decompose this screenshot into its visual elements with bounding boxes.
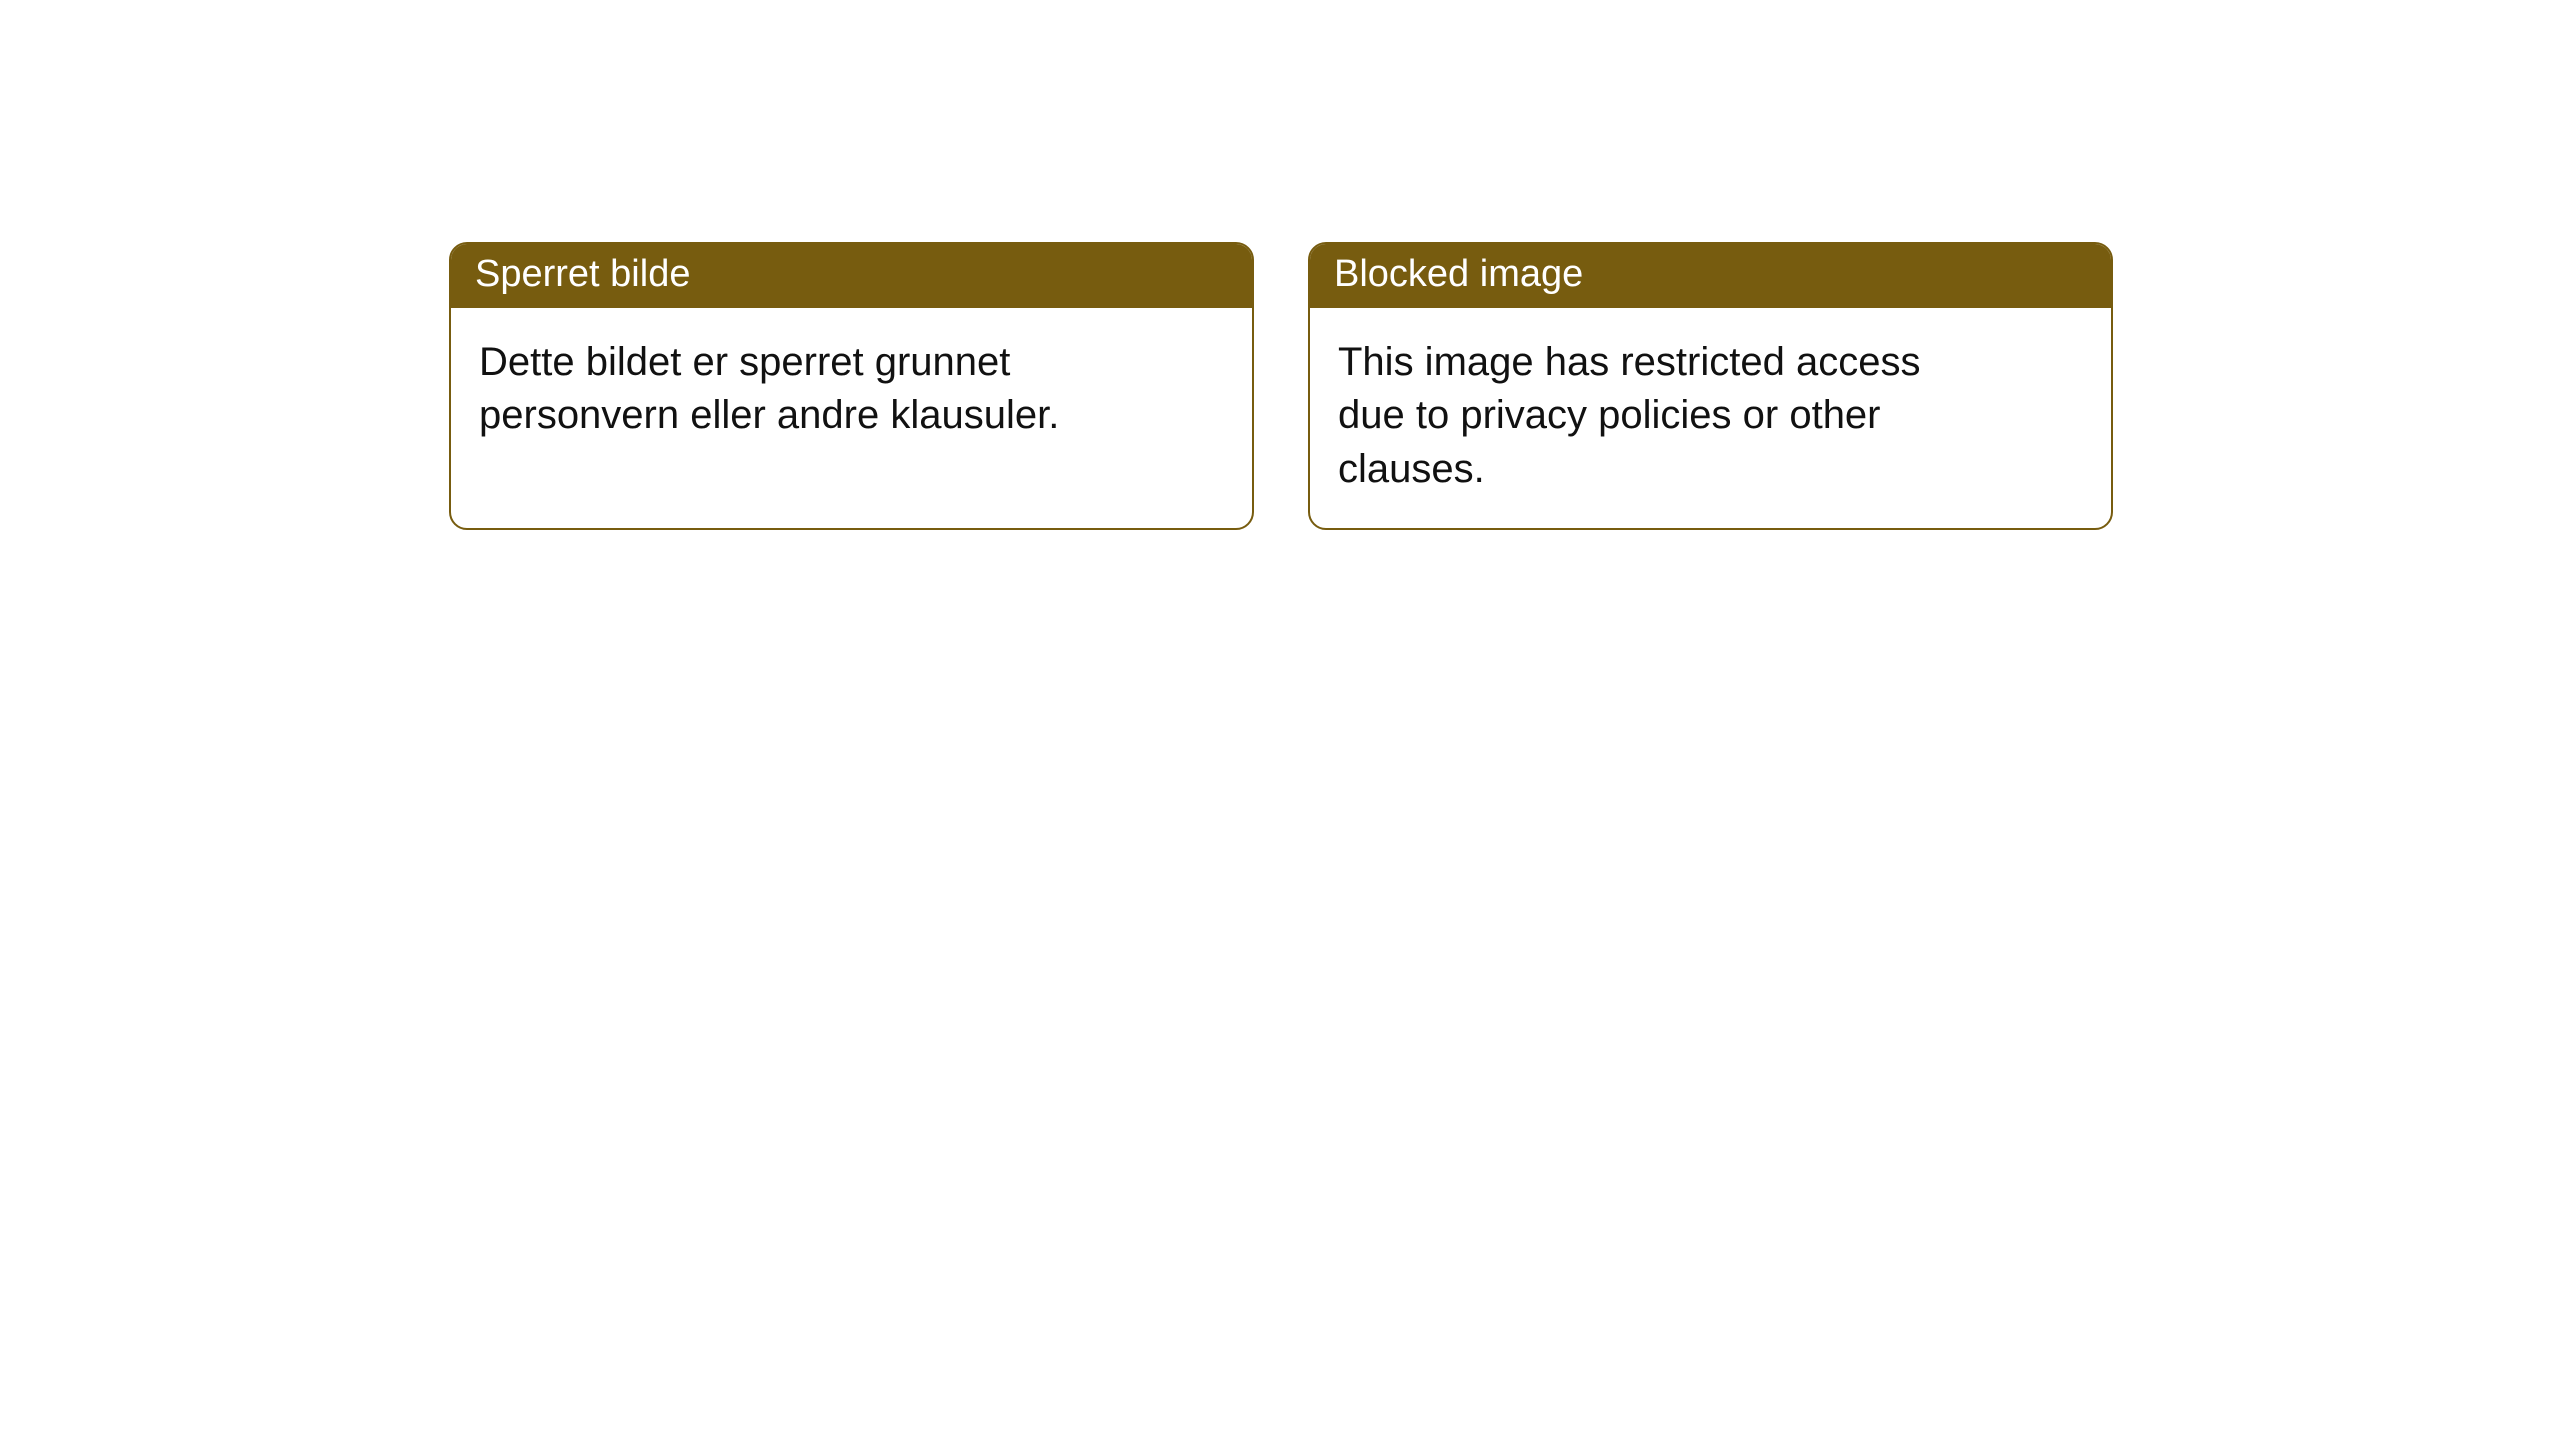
- notice-card-body-no: Dette bildet er sperret grunnet personve…: [451, 308, 1151, 528]
- notice-card-title-no: Sperret bilde: [451, 244, 1252, 308]
- notice-card-no: Sperret bilde Dette bildet er sperret gr…: [449, 242, 1254, 530]
- notice-card-body-en: This image has restricted access due to …: [1310, 308, 2010, 528]
- notice-card-title-en: Blocked image: [1310, 244, 2111, 308]
- notice-cards-row: Sperret bilde Dette bildet er sperret gr…: [0, 0, 2560, 530]
- notice-card-en: Blocked image This image has restricted …: [1308, 242, 2113, 530]
